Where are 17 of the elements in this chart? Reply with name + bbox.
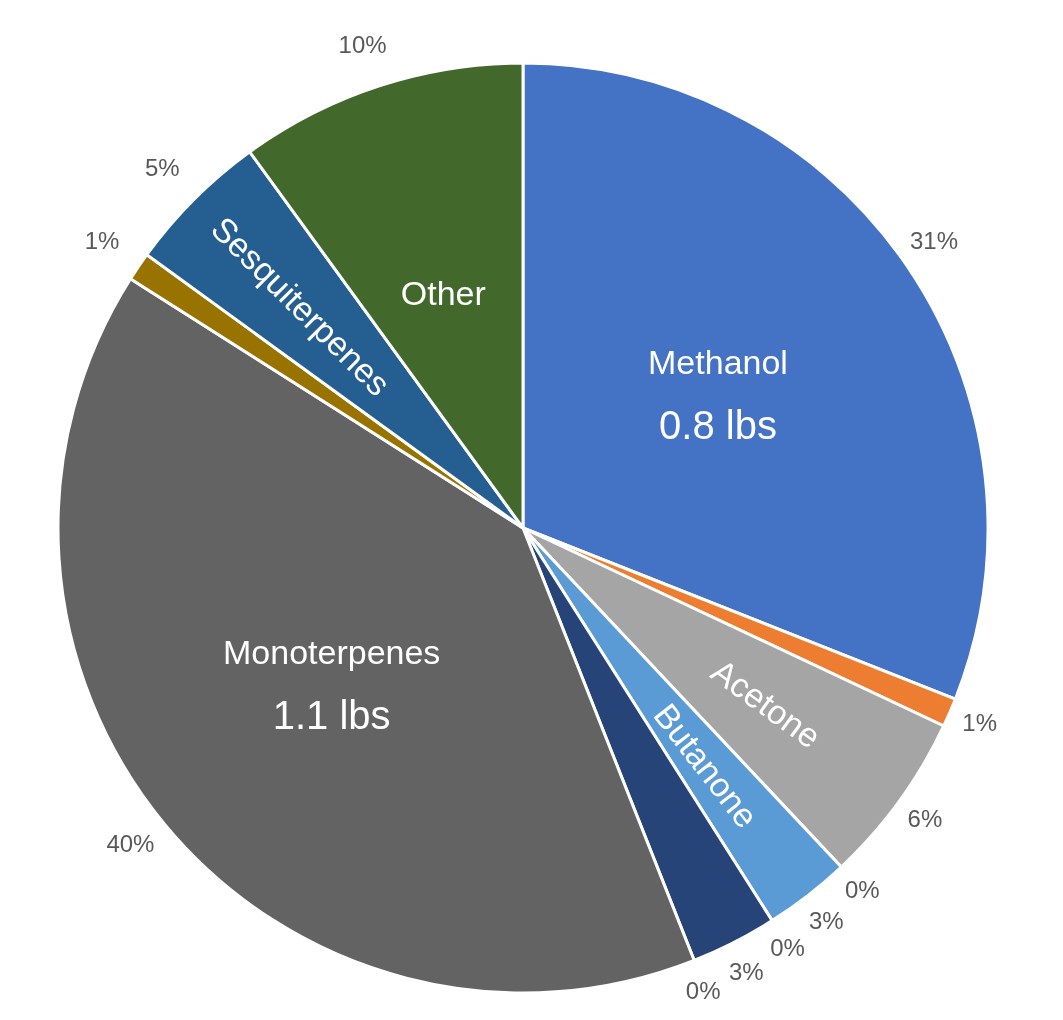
- data-label: 1%: [84, 226, 120, 254]
- text: 0%: [770, 934, 805, 962]
- data-label: 6%: [907, 805, 943, 833]
- data-label: 31%: [910, 226, 959, 254]
- data-label: 3%: [808, 906, 844, 934]
- data-label: 10%: [338, 31, 387, 59]
- data-label: 5%: [144, 153, 180, 181]
- text: 1.1 lbs: [272, 693, 391, 738]
- data-label: 1%: [962, 709, 997, 737]
- data-label: 3%: [729, 957, 764, 985]
- text: 0%: [685, 977, 721, 1005]
- slice-label: Other: [400, 274, 486, 313]
- slice-label: Monoterpenes: [223, 633, 441, 672]
- text: 0.8 lbs: [659, 403, 777, 448]
- data-label: 40%: [106, 830, 155, 858]
- text: 0%: [844, 876, 880, 904]
- slice-label: Methanol: [648, 343, 788, 382]
